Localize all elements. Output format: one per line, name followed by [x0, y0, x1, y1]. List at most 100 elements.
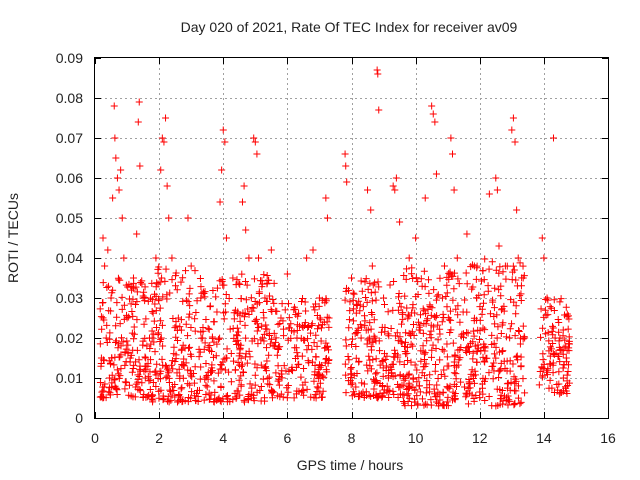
- data-point: [130, 330, 138, 338]
- data-point: [439, 401, 447, 409]
- data-point: [374, 394, 382, 402]
- data-point: [471, 367, 479, 375]
- data-point: [538, 234, 546, 242]
- data-point: [341, 296, 349, 304]
- data-point: [145, 377, 153, 385]
- data-point: [396, 299, 404, 307]
- data-point: [454, 275, 462, 283]
- data-point: [190, 379, 198, 387]
- data-point: [148, 307, 156, 315]
- data-point: [516, 292, 524, 300]
- data-point: [391, 346, 399, 354]
- data-point: [169, 365, 177, 373]
- data-point: [301, 322, 309, 330]
- data-point: [470, 314, 478, 322]
- data-point: [478, 310, 486, 318]
- data-point: [221, 366, 229, 374]
- data-point: [325, 314, 333, 322]
- data-point: [473, 264, 481, 272]
- data-point: [175, 365, 183, 373]
- data-point: [454, 302, 462, 310]
- data-point: [371, 377, 379, 385]
- data-point: [495, 367, 503, 375]
- data-point: [373, 369, 381, 377]
- data-point: [488, 331, 496, 339]
- data-point: [537, 305, 545, 313]
- data-point: [159, 342, 167, 350]
- data-point: [172, 333, 180, 341]
- data-point: [315, 322, 323, 330]
- data-point: [236, 311, 244, 319]
- data-point: [381, 300, 389, 308]
- data-point: [141, 374, 149, 382]
- data-point: [251, 360, 259, 368]
- data-point: [197, 283, 205, 291]
- data-point: [238, 270, 246, 278]
- data-point: [490, 304, 498, 312]
- data-point: [400, 391, 408, 399]
- data-point: [368, 297, 376, 305]
- data-point: [110, 376, 118, 384]
- data-point: [498, 347, 506, 355]
- data-point: [112, 337, 120, 345]
- data-point: [497, 282, 505, 290]
- data-point: [413, 378, 421, 386]
- data-point: [447, 326, 455, 334]
- data-point: [168, 254, 176, 262]
- data-point: [380, 294, 388, 302]
- data-point: [450, 369, 458, 377]
- data-point: [182, 296, 190, 304]
- data-point: [562, 354, 570, 362]
- data-point: [115, 370, 123, 378]
- data-point: [164, 393, 172, 401]
- data-point: [113, 391, 121, 399]
- data-point: [496, 395, 504, 403]
- data-point: [350, 290, 358, 298]
- y-tick-label: 0.05: [56, 210, 83, 226]
- data-point: [506, 357, 514, 365]
- data-point: [432, 170, 440, 178]
- data-point: [371, 288, 379, 296]
- data-point: [323, 214, 331, 222]
- data-point: [138, 280, 146, 288]
- data-point: [274, 320, 282, 328]
- data-point: [151, 348, 159, 356]
- data-point: [509, 114, 517, 122]
- data-point: [272, 369, 280, 377]
- data-point: [242, 226, 250, 234]
- data-point: [453, 254, 461, 262]
- data-point: [129, 274, 137, 282]
- data-point: [259, 375, 267, 383]
- data-point: [319, 387, 327, 395]
- data-point: [396, 333, 404, 341]
- data-point: [509, 268, 517, 276]
- data-point: [556, 334, 564, 342]
- data-point: [240, 313, 248, 321]
- data-point: [197, 294, 205, 302]
- data-point: [408, 328, 416, 336]
- data-point: [173, 286, 181, 294]
- data-point: [223, 392, 231, 400]
- data-point: [514, 394, 522, 402]
- data-point: [267, 306, 275, 314]
- data-point: [132, 383, 140, 391]
- data-point: [510, 298, 518, 306]
- data-point: [289, 367, 297, 375]
- data-point: [483, 354, 491, 362]
- data-point: [126, 354, 134, 362]
- data-point: [163, 182, 171, 190]
- data-point: [446, 270, 454, 278]
- data-point: [356, 307, 364, 315]
- data-point: [462, 269, 470, 277]
- data-point: [436, 274, 444, 282]
- data-point: [145, 391, 153, 399]
- data-point: [346, 307, 354, 315]
- data-point: [246, 380, 254, 388]
- data-point: [196, 274, 204, 282]
- data-point: [184, 332, 192, 340]
- data-point: [127, 392, 135, 400]
- data-point: [443, 273, 451, 281]
- data-point: [198, 289, 206, 297]
- data-point: [280, 362, 288, 370]
- data-point: [101, 262, 109, 270]
